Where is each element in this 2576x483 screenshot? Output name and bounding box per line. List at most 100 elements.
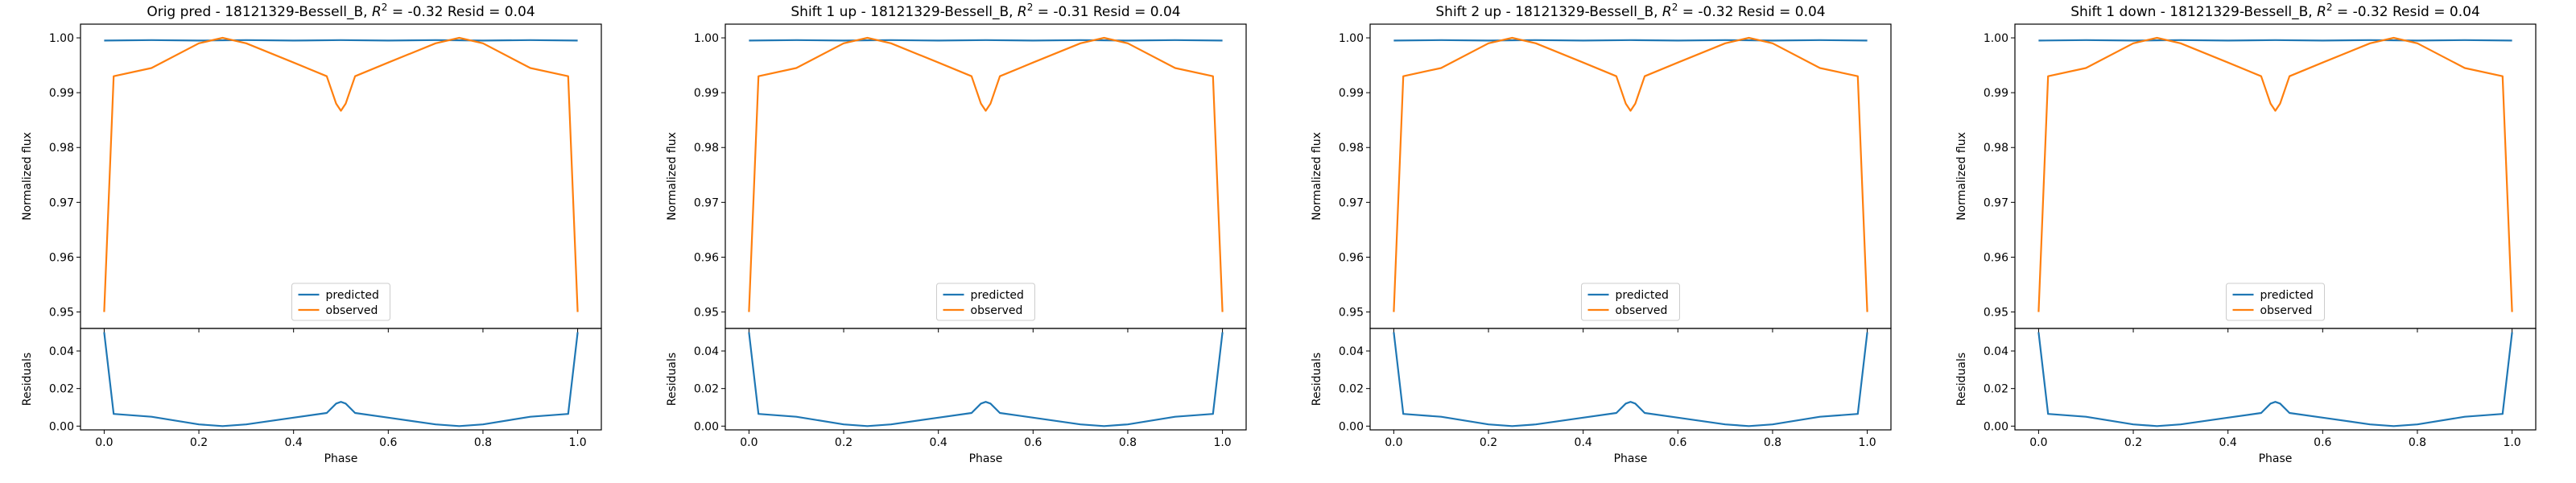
series-line-observed bbox=[103, 36, 579, 312]
ytick-top-label: 0.95 bbox=[694, 307, 719, 320]
y-axis-label-bottom: Residuals bbox=[666, 353, 679, 406]
ytick-bottom-label: 0.00 bbox=[49, 420, 74, 433]
title-r-exponent: 2 bbox=[382, 2, 388, 13]
series-line-predicted bbox=[104, 39, 578, 42]
xtick-label: 0.4 bbox=[2219, 436, 2237, 449]
xtick-label: 0.8 bbox=[1764, 436, 1781, 449]
ytick-bottom-label: 0.02 bbox=[1339, 383, 1364, 396]
y-axis-label-bottom: Residuals bbox=[1311, 353, 1323, 406]
legend-label: observed bbox=[1616, 304, 1668, 317]
series-line-predicted bbox=[749, 39, 1223, 42]
xtick-label: 0.8 bbox=[474, 436, 492, 449]
xtick-label: 1.0 bbox=[1858, 436, 1876, 449]
ytick-top-label: 0.97 bbox=[1339, 196, 1364, 209]
chart-title: Shift 1 down - 18121329-Bessell_B, R2 = … bbox=[2070, 2, 2480, 20]
xtick-label: 0.6 bbox=[1024, 436, 1042, 449]
title-prefix: Shift 1 up - 18121329-Bessell_B, bbox=[791, 4, 1018, 20]
title-suffix: = -0.32 Resid = 0.04 bbox=[387, 4, 535, 20]
ytick-bottom-label: 0.00 bbox=[1984, 420, 2008, 433]
y-axis-label-bottom: Residuals bbox=[1955, 353, 1968, 406]
ytick-bottom-label: 0.04 bbox=[1339, 345, 1364, 358]
chart-panel: Shift 1 down - 18121329-Bessell_B, R2 = … bbox=[1955, 2, 2537, 465]
legend-label: predicted bbox=[326, 289, 379, 302]
title-suffix: = -0.31 Resid = 0.04 bbox=[1033, 4, 1180, 20]
ytick-top-label: 0.99 bbox=[694, 87, 719, 100]
ytick-top-label: 0.99 bbox=[49, 87, 74, 100]
x-axis-label: Phase bbox=[324, 452, 358, 465]
ytick-top-label: 0.95 bbox=[1339, 307, 1364, 320]
chart-panel: Shift 1 up - 18121329-Bessell_B, R2 = -0… bbox=[666, 2, 1247, 465]
xtick-label: 0.6 bbox=[1669, 436, 1686, 449]
xtick-label: 0.0 bbox=[1385, 436, 1402, 449]
xtick-label: 0.6 bbox=[379, 436, 397, 449]
ytick-top-label: 0.96 bbox=[1339, 251, 1364, 264]
title-prefix: Shift 2 up - 18121329-Bessell_B, bbox=[1435, 4, 1662, 20]
series-line-observed bbox=[2037, 36, 2513, 312]
ytick-top-label: 0.98 bbox=[49, 142, 74, 155]
chart-panel: Orig pred - 18121329-Bessell_B, R2 = -0.… bbox=[21, 2, 602, 465]
ytick-bottom-label: 0.00 bbox=[694, 420, 719, 433]
series-line-observed bbox=[748, 36, 1224, 312]
xtick-label: 0.0 bbox=[95, 436, 113, 449]
xtick-label: 0.2 bbox=[190, 436, 208, 449]
xtick-label: 0.2 bbox=[2124, 436, 2142, 449]
legend-box bbox=[291, 283, 390, 321]
top-axes-frame bbox=[2014, 23, 2537, 329]
xtick-label: 0.8 bbox=[1119, 436, 1137, 449]
y-axis-label-top: Normalized flux bbox=[21, 132, 34, 221]
legend-label: predicted bbox=[2260, 289, 2314, 302]
ytick-bottom-label: 0.02 bbox=[694, 383, 719, 396]
title-prefix: Orig pred - 18121329-Bessell_B, bbox=[147, 4, 372, 20]
xtick-label: 0.2 bbox=[1480, 436, 1497, 449]
legend-label: predicted bbox=[971, 289, 1024, 302]
ytick-top-label: 1.00 bbox=[1339, 32, 1364, 45]
legend-label: observed bbox=[971, 304, 1023, 317]
chart-title: Orig pred - 18121329-Bessell_B, R2 = -0.… bbox=[147, 2, 535, 20]
title-r-symbol: R bbox=[372, 4, 382, 20]
x-axis-label: Phase bbox=[2259, 452, 2293, 465]
ytick-bottom-label: 0.02 bbox=[1984, 383, 2008, 396]
legend-label: predicted bbox=[1616, 289, 1669, 302]
ytick-top-label: 0.98 bbox=[694, 142, 719, 155]
xtick-label: 1.0 bbox=[1213, 436, 1231, 449]
top-axes-frame bbox=[80, 23, 602, 329]
xtick-label: 0.4 bbox=[930, 436, 947, 449]
xtick-label: 0.6 bbox=[2314, 436, 2331, 449]
ytick-top-label: 0.97 bbox=[49, 196, 74, 209]
residual-line bbox=[103, 332, 579, 427]
ytick-top-label: 0.99 bbox=[1339, 87, 1364, 100]
x-axis-label: Phase bbox=[1614, 452, 1648, 465]
residual-line bbox=[1393, 332, 1868, 427]
top-axes-frame bbox=[1369, 23, 1892, 329]
xtick-label: 0.0 bbox=[740, 436, 758, 449]
title-suffix: = -0.32 Resid = 0.04 bbox=[1678, 4, 1825, 20]
xtick-label: 0.0 bbox=[2029, 436, 2047, 449]
ytick-top-label: 0.99 bbox=[1984, 87, 2008, 100]
ytick-top-label: 0.95 bbox=[49, 307, 74, 320]
ytick-bottom-label: 0.04 bbox=[1984, 345, 2008, 358]
ytick-bottom-label: 0.00 bbox=[1339, 420, 1364, 433]
legend-label: observed bbox=[2260, 304, 2313, 317]
residual-line bbox=[748, 332, 1224, 427]
ytick-top-label: 0.96 bbox=[1984, 251, 2008, 264]
title-r-exponent: 2 bbox=[1672, 2, 1678, 13]
bottom-axes-frame bbox=[1369, 328, 1892, 431]
bottom-axes-frame bbox=[80, 328, 602, 431]
bottom-axes-frame bbox=[2014, 328, 2537, 431]
ytick-top-label: 0.95 bbox=[1984, 307, 2008, 320]
xtick-label: 0.4 bbox=[285, 436, 303, 449]
ytick-top-label: 0.97 bbox=[1984, 196, 2008, 209]
ytick-bottom-label: 0.02 bbox=[49, 383, 74, 396]
xtick-label: 1.0 bbox=[568, 436, 586, 449]
ytick-top-label: 0.98 bbox=[1339, 142, 1364, 155]
y-axis-label-top: Normalized flux bbox=[666, 132, 679, 221]
title-r-symbol: R bbox=[1662, 4, 1672, 20]
series-line-observed bbox=[1393, 36, 1868, 312]
chart-panel: Shift 2 up - 18121329-Bessell_B, R2 = -0… bbox=[1311, 2, 1892, 465]
legend-box bbox=[1581, 283, 1680, 321]
legend-box bbox=[2226, 283, 2325, 321]
ytick-top-label: 1.00 bbox=[694, 32, 719, 45]
title-r-symbol: R bbox=[2317, 4, 2326, 20]
title-suffix: = -0.32 Resid = 0.04 bbox=[2333, 4, 2480, 20]
